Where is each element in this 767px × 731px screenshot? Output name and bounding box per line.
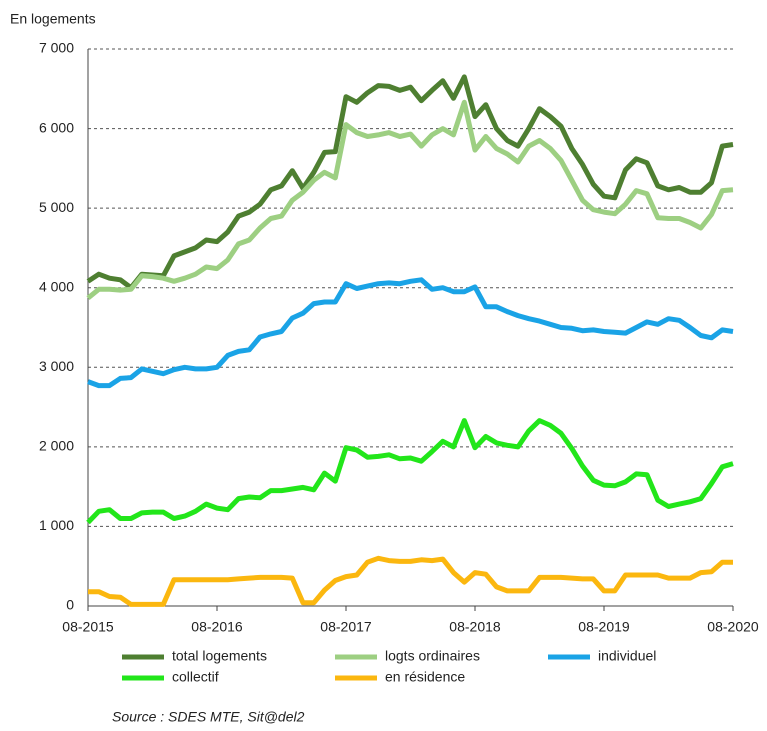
y-tick-label: 0	[66, 597, 74, 613]
x-tick-label: 08-2015	[62, 619, 114, 635]
legend-label: logts ordinaires	[385, 648, 480, 664]
y-tick-label: 4 000	[39, 278, 74, 294]
series-line	[88, 555, 733, 607]
series-line	[86, 418, 734, 525]
y-tick-label: 2 000	[39, 438, 74, 454]
series-line	[86, 74, 734, 291]
legend-label: total logements	[172, 648, 267, 664]
x-tick-label: 08-2017	[320, 619, 372, 635]
legend-label: en résidence	[385, 669, 465, 685]
source-note: Source : SDES MTE, Sit@del2	[112, 709, 305, 725]
y-tick-label: 5 000	[39, 199, 74, 215]
y-tick-label: 3 000	[39, 358, 74, 374]
y-tick-label: 6 000	[39, 119, 74, 135]
y-tick-label: 7 000	[39, 40, 74, 56]
x-tick-label: 08-2016	[191, 619, 243, 635]
y-axis-label: En logements	[10, 11, 96, 27]
legend-label: individuel	[598, 648, 656, 664]
x-tick-label: 08-2018	[449, 619, 501, 635]
series-line	[86, 99, 734, 301]
x-tick-label: 08-2019	[578, 619, 630, 635]
x-tick-label: 08-2020	[707, 619, 759, 635]
y-tick-label: 1 000	[39, 517, 74, 533]
series-line	[87, 277, 734, 389]
legend-label: collectif	[172, 669, 219, 685]
